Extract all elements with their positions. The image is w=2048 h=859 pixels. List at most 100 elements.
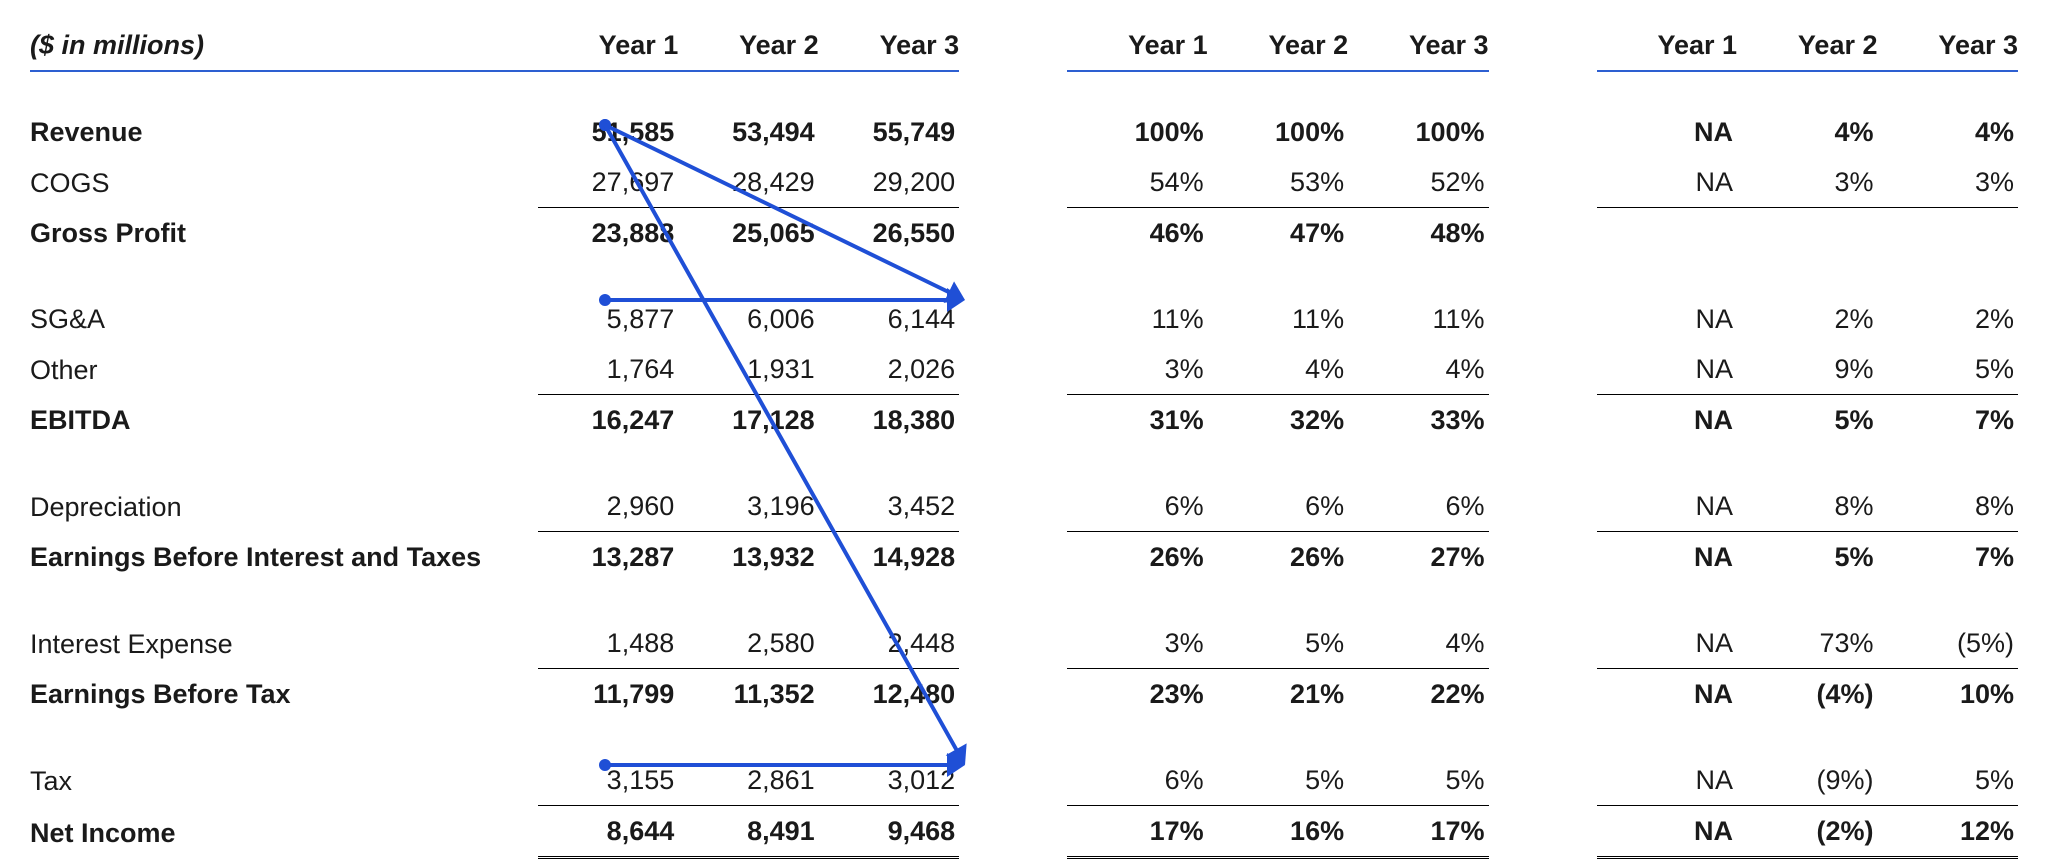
table-row-revenue: Revenue51,58553,49455,749100%100%100%NA4…: [30, 107, 2018, 157]
income-statement-table: ($ in millions) Year 1 Year 2 Year 3 Yea…: [30, 20, 2018, 859]
cell-cogs-p1-2: 29,200: [819, 157, 959, 208]
cell-tax-p1-0: 3,155: [538, 755, 678, 806]
cell-sga-p3-1: 2%: [1737, 294, 1877, 344]
table-row-ebitda: EBITDA16,24717,12818,38031%32%33%NA5%7%: [30, 395, 2018, 446]
cell-ebit-p2-0: 26%: [1067, 532, 1207, 583]
cell-sga-p1-1: 6,006: [678, 294, 818, 344]
row-label: EBITDA: [30, 395, 538, 446]
cell-dep-p3-2: 8%: [1877, 481, 2018, 532]
col-header: Year 3: [819, 20, 959, 71]
cell-ebt-p3-0: NA: [1597, 669, 1737, 720]
cell-dep-p3-1: 8%: [1737, 481, 1877, 532]
cell-ebitda-p1-1: 17,128: [678, 395, 818, 446]
cell-gross-p3-1: [1737, 208, 1877, 259]
cell-ebit-p3-2: 7%: [1877, 532, 2018, 583]
row-label: Net Income: [30, 806, 538, 858]
cell-revenue-p3-1: 4%: [1737, 107, 1877, 157]
cell-gross-p1-0: 23,888: [538, 208, 678, 259]
cell-tax-p2-2: 5%: [1348, 755, 1488, 806]
cell-gross-p3-0: [1597, 208, 1737, 259]
cell-sga-p2-2: 11%: [1348, 294, 1488, 344]
cell-ebitda-p2-2: 33%: [1348, 395, 1488, 446]
cell-ebt-p1-2: 12,480: [819, 669, 959, 720]
cell-sga-p2-1: 11%: [1208, 294, 1348, 344]
cell-dep-p2-2: 6%: [1348, 481, 1488, 532]
cell-ni-p2-2: 17%: [1348, 806, 1488, 858]
cell-tax-p3-2: 5%: [1877, 755, 2018, 806]
cell-ebit-p3-0: NA: [1597, 532, 1737, 583]
gap-row: [30, 719, 2018, 755]
cell-gross-p2-0: 46%: [1067, 208, 1207, 259]
col-header: Year 2: [1737, 20, 1877, 71]
cell-int-p1-0: 1,488: [538, 618, 678, 669]
cell-ebitda-p2-1: 32%: [1208, 395, 1348, 446]
cell-cogs-p2-2: 52%: [1348, 157, 1488, 208]
cell-other-p3-1: 9%: [1737, 344, 1877, 395]
row-label: Earnings Before Interest and Taxes: [30, 532, 538, 583]
cell-ni-p3-1: (2%): [1737, 806, 1877, 858]
cell-gross-p3-2: [1877, 208, 2018, 259]
col-header: Year 2: [678, 20, 818, 71]
cell-sga-p1-2: 6,144: [819, 294, 959, 344]
cell-tax-p1-2: 3,012: [819, 755, 959, 806]
cell-int-p1-2: 2,448: [819, 618, 959, 669]
cell-sga-p3-2: 2%: [1877, 294, 2018, 344]
table-row-int: Interest Expense1,4882,5802,4483%5%4%NA7…: [30, 618, 2018, 669]
table-row-other: Other1,7641,9312,0263%4%4%NA9%5%: [30, 344, 2018, 395]
cell-other-p1-0: 1,764: [538, 344, 678, 395]
gap-row: [30, 258, 2018, 294]
cell-revenue-p3-0: NA: [1597, 107, 1737, 157]
row-label: Other: [30, 344, 538, 395]
cell-dep-p1-0: 2,960: [538, 481, 678, 532]
col-header: Year 1: [1597, 20, 1737, 71]
cell-int-p2-1: 5%: [1208, 618, 1348, 669]
cell-sga-p2-0: 11%: [1067, 294, 1207, 344]
cell-int-p2-2: 4%: [1348, 618, 1488, 669]
cell-ni-p1-1: 8,491: [678, 806, 818, 858]
cell-int-p2-0: 3%: [1067, 618, 1207, 669]
cell-cogs-p3-2: 3%: [1877, 157, 2018, 208]
cell-dep-p2-1: 6%: [1208, 481, 1348, 532]
cell-ebitda-p3-1: 5%: [1737, 395, 1877, 446]
cell-dep-p3-0: NA: [1597, 481, 1737, 532]
cell-ni-p3-2: 12%: [1877, 806, 2018, 858]
row-label: Tax: [30, 755, 538, 806]
row-label: Interest Expense: [30, 618, 538, 669]
col-header: Year 1: [538, 20, 678, 71]
cell-other-p2-1: 4%: [1208, 344, 1348, 395]
cell-ebitda-p2-0: 31%: [1067, 395, 1207, 446]
cell-cogs-p3-0: NA: [1597, 157, 1737, 208]
cell-other-p1-1: 1,931: [678, 344, 818, 395]
cell-gross-p2-2: 48%: [1348, 208, 1488, 259]
cell-ni-p3-0: NA: [1597, 806, 1737, 858]
cell-ebitda-p1-0: 16,247: [538, 395, 678, 446]
cell-ebit-p1-0: 13,287: [538, 532, 678, 583]
cell-int-p1-1: 2,580: [678, 618, 818, 669]
gap-row: [30, 445, 2018, 481]
cell-ebitda-p3-0: NA: [1597, 395, 1737, 446]
table-row-sga: SG&A5,8776,0066,14411%11%11%NA2%2%: [30, 294, 2018, 344]
cell-revenue-p3-2: 4%: [1877, 107, 2018, 157]
cell-ebit-p3-1: 5%: [1737, 532, 1877, 583]
cell-sga-p3-0: NA: [1597, 294, 1737, 344]
cell-ebit-p1-2: 14,928: [819, 532, 959, 583]
cell-tax-p3-1: (9%): [1737, 755, 1877, 806]
col-header: Year 1: [1067, 20, 1207, 71]
cell-int-p3-2: (5%): [1877, 618, 2018, 669]
cell-cogs-p1-0: 27,697: [538, 157, 678, 208]
cell-ni-p2-1: 16%: [1208, 806, 1348, 858]
cell-dep-p1-2: 3,452: [819, 481, 959, 532]
cell-ebitda-p1-2: 18,380: [819, 395, 959, 446]
cell-revenue-p2-1: 100%: [1208, 107, 1348, 157]
cell-tax-p1-1: 2,861: [678, 755, 818, 806]
col-header: Year 3: [1877, 20, 2018, 71]
cell-ebit-p2-2: 27%: [1348, 532, 1488, 583]
cell-ebt-p2-0: 23%: [1067, 669, 1207, 720]
cell-ni-p1-2: 9,468: [819, 806, 959, 858]
cell-cogs-p3-1: 3%: [1737, 157, 1877, 208]
cell-ebit-p2-1: 26%: [1208, 532, 1348, 583]
table-title: ($ in millions): [30, 20, 538, 71]
table-row-ni: Net Income8,6448,4919,46817%16%17%NA(2%)…: [30, 806, 2018, 858]
row-label: COGS: [30, 157, 538, 208]
cell-sga-p1-0: 5,877: [538, 294, 678, 344]
